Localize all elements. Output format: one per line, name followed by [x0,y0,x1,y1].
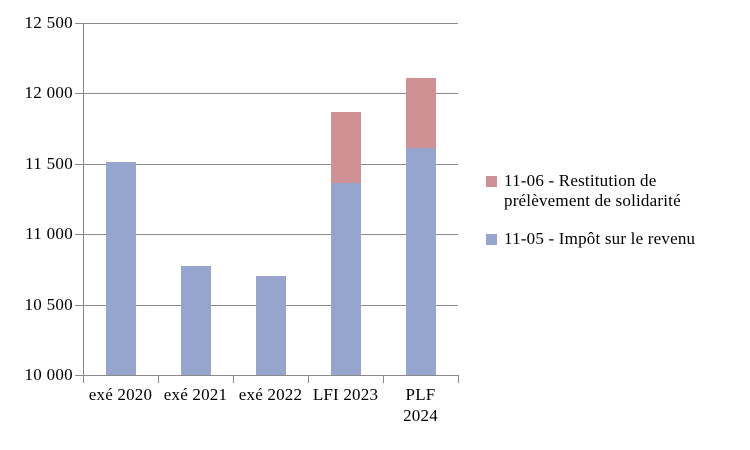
y-tick-label: 12 000 [24,83,73,102]
x-axis-tick [383,375,384,383]
y-axis-tick [75,93,84,94]
y-axis-tick [75,23,84,24]
y-axis-line [83,23,84,375]
legend-label: 11-06 - Restitution de prélèvement de so… [504,171,681,210]
bar-segment-series-1 [330,112,361,183]
y-axis-tick [75,375,84,376]
bar-segment-series-0 [105,162,136,375]
legend-swatch [486,176,497,187]
x-axis-tick [158,375,159,383]
y-tick-label: 11 000 [25,224,73,243]
y-tick-label: 10 500 [24,295,73,314]
bar-segment-series-1 [405,78,436,148]
legend-label: 11-05 - Impôt sur le revenu [504,229,696,248]
y-axis-tick [75,234,84,235]
y-tick-label: 10 000 [24,365,73,384]
x-category-label: PLF 2024 [403,385,438,425]
x-axis-tick [83,375,84,383]
y-gridline [83,93,458,94]
y-gridline [83,164,458,165]
x-axis-tick [308,375,309,383]
y-gridline [83,234,458,235]
y-gridline [83,375,458,376]
bar-segment-series-0 [405,148,436,375]
legend-entry: 11-06 - Restitution de prélèvement de so… [486,171,704,211]
y-tick-label: 11 500 [25,154,73,173]
bar-segment-series-0 [255,276,286,375]
bar-segment-series-0 [330,183,361,375]
legend: 11-06 - Restitution de prélèvement de so… [486,171,704,267]
x-category-label: exé 2021 [163,385,228,404]
x-category-label: exé 2020 [88,385,153,404]
x-axis-tick [458,375,459,383]
legend-swatch [486,234,497,245]
legend-entry: 11-05 - Impôt sur le revenu [486,229,704,249]
x-category-label: exé 2022 [238,385,303,404]
y-gridline [83,23,458,24]
y-axis-tick [75,305,84,306]
y-tick-label: 12 500 [24,13,73,32]
x-axis-tick [233,375,234,383]
bar-segment-series-0 [180,266,211,375]
y-axis-tick [75,164,84,165]
x-category-label: LFI 2023 [312,385,379,404]
